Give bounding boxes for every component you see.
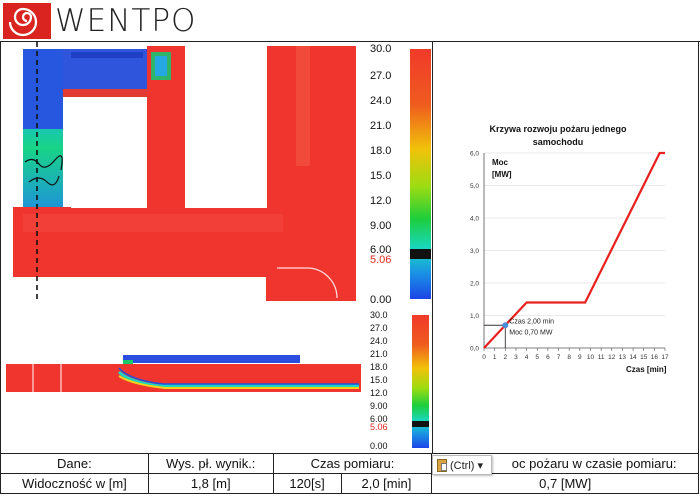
measurement-table: Dane: Wys. pł. wynik.: Czas pomiaru: oc … [0,453,699,494]
visibility-label-cell: Widoczność w [m] [0,473,149,494]
chart-y-tick-label: 2,0 [470,281,479,288]
colorbar-tick-label: 9.00 [370,401,388,411]
chart-x-tick-label: 16 [651,354,659,361]
chart-marker: Czas 2,00 min Moc 0,70 MW [484,318,554,348]
frame-divider [698,41,699,454]
chart-x-tick-label: 1 [493,354,497,361]
chart-x-tick-label: 15 [640,354,648,361]
colorbar-tick-label: 15.0 [370,375,388,385]
time-seconds-cell: 120[s] [272,473,342,494]
chart-x-tick-label: 11 [598,354,605,361]
colorbar-tick-label: 18.0 [370,145,391,157]
colorbar-tick-label: 12.0 [370,195,391,207]
brand-logo-text: WENTPO [55,3,197,39]
chart-marker-label: Czas 2,00 min [509,318,554,325]
wentpo-logo-swirl [3,3,51,39]
chart-y-label-line-1: Moc [492,158,509,167]
plan-view-map [1,42,376,316]
chart-marker-label: Moc 0,70 MW [509,329,553,336]
colorbar-tick-label: 0.00 [370,441,388,451]
header-height-cell: Wys. pł. wynik.: [147,453,274,474]
colorbar-tick-label: 27.0 [370,323,388,333]
header-time-cell: Czas pomiaru: [272,453,433,474]
paste-options-label: (Ctrl) ▾ [450,459,484,472]
chart-x-tick-label: 0 [482,354,486,361]
chart-x-tick-label: 10 [587,354,595,361]
header: WENTPO [0,0,700,42]
colorbar-tick-label: 27.0 [370,70,391,82]
colorbar-tick-label: 6.00 [370,414,388,424]
power-value-cell: 0,7 [MW] [431,473,699,494]
chart-y-tick-label: 3,0 [470,248,479,255]
chart-y-tick-label: 0,0 [470,346,479,353]
chart-x-tick-label: 4 [525,354,529,361]
chart-series [483,151,665,349]
chart-x-tick-label: 9 [578,354,582,361]
colorbar-tick-label: 12.0 [370,388,388,398]
chart-series-line [483,151,665,349]
frame-divider [0,41,700,42]
clipboard-icon [437,458,447,472]
chart-title-line-2: samochodu [533,137,584,147]
chart-x-tick-label: 13 [619,354,627,361]
colorbar-tick-label: 9.00 [370,220,391,232]
chart-x-tick-label: 14 [629,354,637,361]
colorbar-bottom: 30.0 27.0 24.0 21.0 18.0 15.0 12.0 9.00 … [370,310,429,451]
colorbar-tick-label: 24.0 [370,336,388,346]
fire-curve-chart: Krzywa rozwoju pożaru jednego samochodu … [470,124,669,374]
chart-x-tick-label: 12 [608,354,616,361]
chart-x-label: Czas [min] [626,365,667,374]
chart-y-label-line-2: [MW] [492,170,512,179]
colorbar-tick-label: 24.0 [370,95,391,107]
side-view-map [6,355,361,392]
chart-x-tick-label: 17 [661,354,669,361]
chart-x-tick-label: 6 [546,354,550,361]
chart-marker-point [502,322,509,329]
chart-x-tick-label: 8 [567,354,571,361]
header-data-cell: Dane: [0,453,149,474]
chart-x-tick-label: 2 [503,354,507,361]
colorbar-marker-label: 5.06 [370,254,391,266]
table-row: Dane: Wys. pł. wynik.: Czas pomiaru: oc … [0,453,699,474]
time-minutes-cell: 2,0 [min] [340,473,433,494]
chart-y-tick-label: 5,0 [470,183,479,190]
colorbar-tick-label: 0.00 [370,294,391,306]
colorbar-tick-label: 30.0 [370,310,388,320]
colorbar-tick-label: 21.0 [370,120,391,132]
visibility-simulation-panel: 30.0 27.0 24.0 21.0 18.0 15.0 12.0 9.00 … [1,42,431,451]
colorbar-tick-label: 15.0 [370,170,391,182]
paste-options-button[interactable]: (Ctrl) ▾ [432,455,492,475]
colorbar-marker-label: 5.06 [370,422,388,432]
colorbar-tick-label: 30.0 [370,43,391,55]
chart-x-tick-label: 3 [514,354,518,361]
colorbar-tick-label: 6.00 [370,244,391,256]
chart-axes: 0,01,02,03,04,05,06,00 1 2 3 4 5 6 7 8 9 10 11 12 13 1… [470,151,669,362]
frame-divider [432,41,433,454]
colorbar-tick-label: 18.0 [370,362,388,372]
table-row: Widoczność w [m] 1,8 [m] 120[s] 2,0 [min… [0,473,699,494]
height-value-cell: 1,8 [m] [147,473,274,494]
colorbar-tick-label: 21.0 [370,349,388,359]
chart-x-tick-label: 5 [535,354,539,361]
chart-title-line-1: Krzywa rozwoju pożaru jednego [489,124,627,134]
chart-y-tick-label: 1,0 [470,313,479,320]
chart-x-tick-label: 7 [557,354,561,361]
frame-divider [0,41,1,454]
colorbar-top: 30.0 27.0 24.0 21.0 18.0 15.0 12.0 9.00 … [370,43,431,306]
chart-y-tick-label: 6,0 [470,151,479,158]
chart-y-tick-label: 4,0 [470,216,479,223]
